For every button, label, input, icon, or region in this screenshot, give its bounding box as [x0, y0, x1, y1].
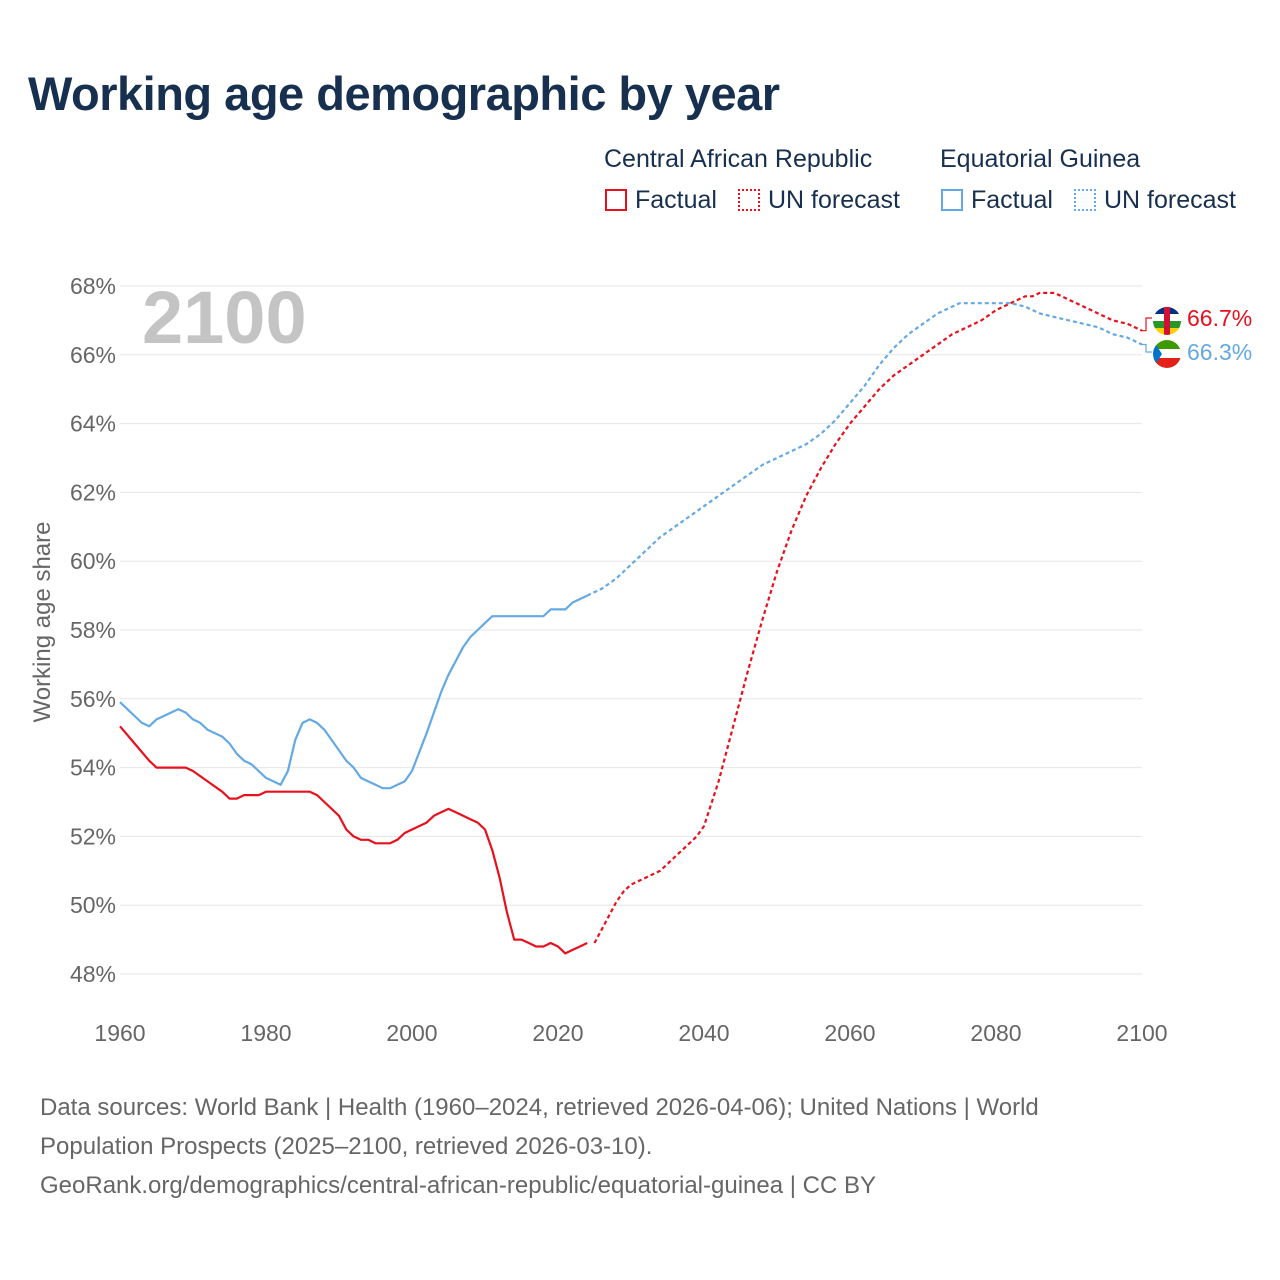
y-tick-label: 50% — [70, 892, 116, 918]
footer-line: Population Prospects (2025–2100, retriev… — [40, 1133, 653, 1160]
series-line-equatorial-guinea-factual — [119, 594, 588, 790]
legend-label: Factual — [971, 185, 1053, 214]
x-tick-label: 2100 — [1116, 1020, 1167, 1046]
x-tick-label: 1960 — [94, 1020, 145, 1046]
chart-title: Working age demographic by year — [28, 67, 780, 120]
legend-swatch-dotted — [1074, 189, 1096, 211]
y-tick-label: 60% — [70, 548, 116, 574]
year-watermark: 2100 — [142, 276, 307, 359]
end-label-connector — [1142, 317, 1152, 332]
y-tick-label: 54% — [70, 755, 116, 781]
footer-line: GeoRank.org/demographics/central-african… — [40, 1172, 876, 1199]
line-chart: 48% 50% 52% 54% 56% 58% 60% 62% 64% 66% 68% 1960 198… — [29, 273, 1252, 1046]
car-flag-icon — [1153, 307, 1181, 335]
y-tick-label: 56% — [70, 686, 116, 712]
legend-group-equatorial-guinea: Equatorial Guinea — [940, 145, 1141, 173]
legend-item-eg-factual[interactable]: Factual — [941, 186, 1053, 214]
eg-flag-icon — [1153, 340, 1181, 368]
legend-group-central-african-republic: Central African Republic — [604, 145, 873, 173]
footer-line: Data sources: World Bank | Health (1960–… — [40, 1094, 1039, 1121]
legend-label: UN forecast — [768, 185, 900, 214]
x-tick-label: 2000 — [386, 1020, 437, 1046]
series-line-central-african-republic-factual — [119, 725, 588, 955]
series-line-equatorial-guinea-forecast — [586, 302, 1143, 597]
y-tick-label: 58% — [70, 617, 116, 643]
legend-swatch-solid — [605, 189, 627, 211]
y-tick-label: 68% — [70, 273, 116, 299]
x-tick-label: 2060 — [824, 1020, 875, 1046]
y-tick-label: 62% — [70, 479, 116, 505]
x-tick-label: 2040 — [678, 1020, 729, 1046]
series-lines — [119, 291, 1143, 955]
y-tick-label: 66% — [70, 342, 116, 368]
legend-item-car-forecast[interactable]: UN forecast — [738, 186, 900, 214]
legend-item-eg-forecast[interactable]: UN forecast — [1074, 186, 1236, 214]
y-tick-label: 48% — [70, 961, 116, 987]
x-tick-label: 2020 — [532, 1020, 583, 1046]
end-label-connector — [1142, 343, 1152, 353]
x-tick-label: 1980 — [240, 1020, 291, 1046]
legend-label: Factual — [635, 185, 717, 214]
gridlines — [120, 285, 1142, 975]
y-tick-label: 52% — [70, 823, 116, 849]
end-value-label-equatorial-guinea: 66.3% — [1187, 339, 1252, 365]
axes: 48% 50% 52% 54% 56% 58% 60% 62% 64% 66% 68% 1960 198… — [70, 273, 1168, 1046]
legend-label: UN forecast — [1104, 185, 1236, 214]
x-tick-label: 2080 — [970, 1020, 1021, 1046]
y-tick-label: 64% — [70, 411, 116, 437]
y-axis-label: Working age share — [29, 522, 56, 723]
series-line-central-african-republic-forecast — [593, 291, 1143, 944]
legend-item-car-factual[interactable]: Factual — [605, 186, 717, 214]
footer-sources: Data sources: World Bank | Health (1960–… — [40, 1088, 1240, 1205]
end-labels: 66.7% 66.3% — [1142, 305, 1252, 368]
legend-swatch-dotted — [738, 189, 760, 211]
legend-swatch-solid — [941, 189, 963, 211]
end-value-label-central-african-republic: 66.7% — [1187, 305, 1252, 331]
